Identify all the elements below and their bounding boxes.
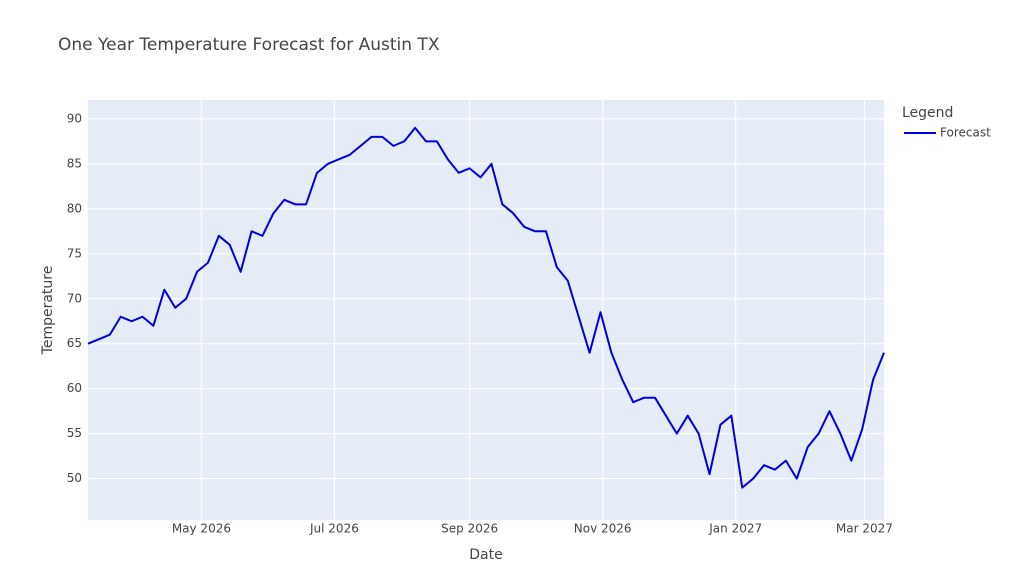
chart-title: One Year Temperature Forecast for Austin… — [58, 35, 440, 55]
y-tick-label: 60 — [67, 381, 82, 395]
x-tick-label: Jul 2026 — [309, 522, 359, 536]
line — [87, 126, 885, 489]
y-tick-label: 90 — [67, 111, 82, 125]
y-axis-title: Temperature — [40, 266, 56, 356]
x-tick-label: Jan 2027 — [708, 522, 762, 536]
y-tick-label: 65 — [67, 336, 82, 350]
y-tick-label: 85 — [67, 156, 82, 170]
y-tick-label: 80 — [67, 201, 82, 215]
x-tick-label: Sep 2026 — [441, 522, 498, 536]
x-tick-label: Nov 2026 — [574, 522, 632, 536]
x-tick-label: May 2026 — [172, 522, 231, 536]
legend-label: Forecast — [940, 126, 991, 140]
marks — [87, 126, 885, 489]
y-tick-label: 75 — [67, 246, 82, 260]
x-tick-label: Mar 2027 — [836, 522, 893, 536]
legend-title: Legend — [902, 105, 953, 121]
y-tick-label: 50 — [67, 471, 82, 485]
y-tick-label: 70 — [67, 291, 82, 305]
plot-area — [88, 100, 884, 520]
y-tick-label: 55 — [67, 426, 82, 440]
x-axis-title: Date — [469, 547, 502, 563]
